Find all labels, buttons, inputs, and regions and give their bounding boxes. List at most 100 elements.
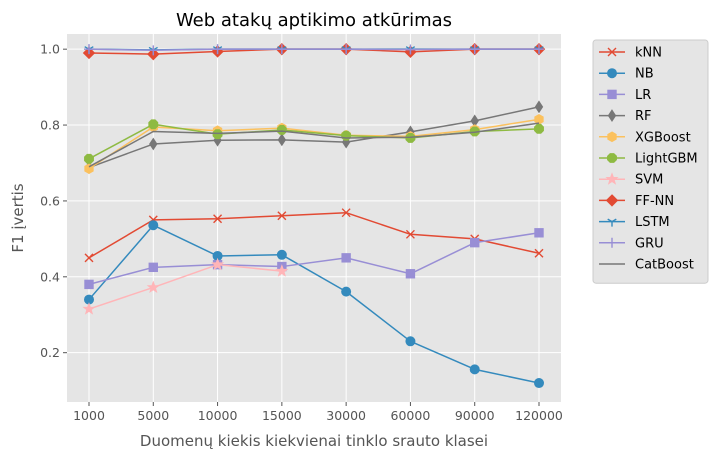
series-gru (84, 44, 544, 56)
legend-label: GRU (635, 236, 664, 251)
data-point-svm (82, 302, 96, 315)
legend: kNN NB LR RF XGBoost LightGBM SVM FF-NN LSTM GRU C… (592, 39, 709, 284)
legend-marker (607, 237, 617, 248)
legend-marker (605, 172, 619, 185)
y-axis-label: F1 įvertis (9, 183, 27, 252)
legend-item-lr: LR (599, 88, 651, 103)
series-svm (82, 257, 289, 315)
data-point-nb (469, 364, 480, 375)
y-tick-label: 0.2 (40, 345, 60, 360)
y-tick-label: 0.6 (40, 193, 60, 208)
x-tick-label: 5000 (137, 408, 169, 423)
legend-marker (607, 131, 617, 143)
legend-label: FF-NN (635, 194, 674, 209)
data-point-nb (534, 378, 544, 389)
data-point-lr (148, 262, 158, 273)
chart-title: Web atakų aptikimo atkūrimas (176, 10, 452, 31)
legend-item-catboost: CatBoost (599, 258, 694, 273)
data-point-lr (341, 253, 351, 263)
legend-label: kNN (635, 46, 662, 61)
x-tick-label: 60000 (391, 408, 431, 423)
data-point-gru (534, 44, 544, 55)
legend-item-xgboost: XGBoost (599, 130, 691, 145)
data-point-lightgbm (276, 125, 287, 135)
y-tick-label: 0.4 (40, 269, 60, 284)
y-tick-label: 0.8 (40, 118, 60, 133)
legend-marker (607, 47, 617, 57)
data-point-rf (341, 135, 351, 149)
x-tick-label: 120000 (515, 408, 563, 423)
data-point-gru (469, 44, 480, 55)
series-line-nb (88, 224, 540, 384)
data-point-lightgbm (212, 129, 223, 140)
data-point-rf (149, 137, 158, 151)
legend-marker (607, 109, 617, 123)
x-tick-label: 30000 (326, 408, 366, 423)
data-point-knn (405, 229, 415, 239)
legend-item-svm: SVM (599, 172, 663, 188)
series-catboost (88, 122, 540, 168)
series-line-knn (88, 211, 540, 259)
legend-marker (607, 68, 617, 79)
legend-label: SVM (635, 173, 663, 188)
data-point-gru (341, 44, 352, 55)
data-point-lightgbm (534, 123, 544, 134)
data-point-lightgbm (341, 130, 352, 141)
data-point-knn (277, 211, 287, 221)
legend-item-knn: kNN (599, 46, 662, 61)
series-line-gru (88, 48, 539, 52)
legend-item-lstm: LSTM (599, 215, 670, 230)
x-tick-label: 90000 (455, 408, 495, 423)
data-point-gru (212, 44, 223, 55)
legend-label: XGBoost (635, 130, 691, 145)
y-tick-label: 1.0 (40, 42, 60, 57)
plot-area (67, 34, 561, 402)
data-point-gru (148, 45, 159, 56)
data-point-nb (148, 220, 159, 231)
legend-label: LR (635, 88, 651, 103)
data-point-nb (341, 286, 352, 297)
data-point-xgboost (534, 113, 544, 125)
legend-marker (605, 194, 619, 207)
data-point-lr (84, 279, 94, 290)
data-point-gru (84, 44, 94, 55)
x-axis-ticks: 1000 5000 10000 15000 30000 60000 90000 120000 (73, 402, 563, 423)
data-point-knn (213, 214, 223, 224)
legend-box (592, 39, 709, 284)
data-point-lr (534, 228, 544, 238)
data-point-lightgbm (148, 119, 159, 130)
data-point-lightgbm (84, 153, 94, 164)
data-point-knn (341, 208, 351, 218)
series-line-rf (88, 106, 540, 169)
series-line-lr (88, 232, 540, 286)
data-point-knn (84, 253, 94, 263)
data-point-lightgbm (405, 133, 416, 143)
x-tick-label: 10000 (198, 408, 238, 423)
data-point-lr (405, 269, 416, 279)
legend-marker (607, 153, 617, 163)
legend-item-gru: GRU (599, 236, 664, 251)
legend-item-rf: RF (599, 109, 652, 124)
x-tick-label: 15000 (262, 408, 302, 423)
legend-marker (607, 89, 617, 100)
y-axis-ticks: 0.2 0.4 0.6 0.8 1.0 (40, 42, 67, 360)
data-point-gru (405, 44, 416, 55)
data-point-knn (534, 248, 544, 258)
data-point-lr (470, 237, 480, 248)
series-nb (84, 220, 544, 389)
series-line-catboost (88, 122, 540, 168)
legend-label: RF (635, 109, 652, 124)
data-point-gru (276, 44, 287, 55)
legend-label: LightGBM (635, 152, 698, 167)
legend-label: CatBoost (635, 258, 694, 273)
data-point-svm (210, 257, 225, 271)
series-layer (82, 42, 546, 389)
x-axis-label: Duomenų kiekis kiekvienai tinklo srauto … (140, 432, 488, 450)
x-tick-label: 1000 (73, 408, 105, 423)
data-point-rf (277, 133, 287, 147)
legend-marker (607, 218, 617, 227)
legend-item-ff-nn: FF-NN (599, 194, 674, 209)
data-point-svm (146, 280, 160, 294)
series-line-xgboost (88, 118, 540, 170)
